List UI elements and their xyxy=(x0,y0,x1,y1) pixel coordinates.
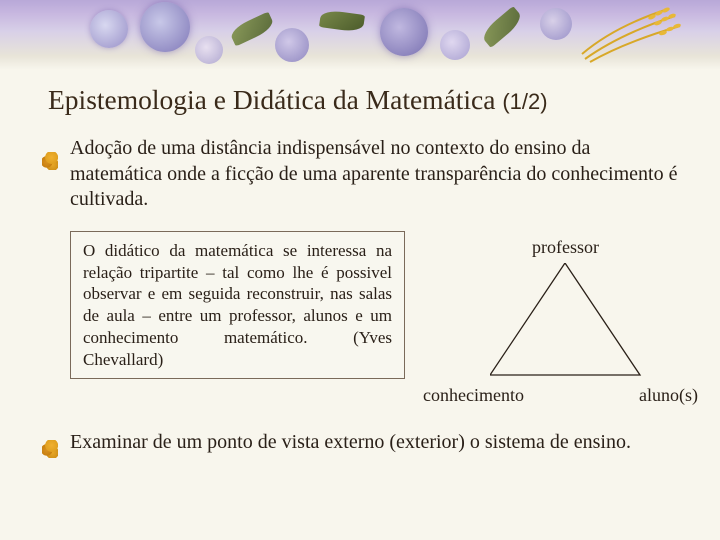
mid-row: O didático da matemática se interessa na… xyxy=(0,219,720,414)
tripartite-diagram: professor conhecimento aluno(s) xyxy=(441,231,690,406)
flower-icon xyxy=(380,8,428,56)
diagram-node-top: professor xyxy=(441,237,690,258)
triangle-shape xyxy=(490,263,640,375)
flower-icon xyxy=(90,10,128,48)
bullet-2: Examinar de um ponto de vista externo (e… xyxy=(0,414,720,462)
wheat-icon xyxy=(580,4,690,64)
leaf-icon xyxy=(319,9,365,33)
title-text: Epistemologia e Didática da Matemática xyxy=(48,84,495,115)
quote-text: O didático da matemática se interessa na… xyxy=(83,241,392,369)
flower-icon xyxy=(540,8,572,40)
flower-icon xyxy=(275,28,309,62)
triangle-icon xyxy=(490,263,642,377)
title-pager: (1/2) xyxy=(502,89,547,114)
leaf-icon xyxy=(479,6,524,48)
decorative-banner xyxy=(0,0,720,70)
leaf-icon xyxy=(228,12,275,47)
bullet-1-text: Adoção de uma distância indispensável no… xyxy=(70,137,677,210)
flower-icon xyxy=(195,36,223,64)
flower-icon xyxy=(140,2,190,52)
slide-title: Epistemologia e Didática da Matemática (… xyxy=(0,70,720,126)
flower-icon xyxy=(440,30,470,60)
diagram-node-bottom-right: aluno(s) xyxy=(639,385,698,406)
diagram-node-bottom-left: conhecimento xyxy=(423,385,524,406)
bullet-1: Adoção de uma distância indispensável no… xyxy=(0,126,720,219)
bullet-2-text: Examinar de um ponto de vista externo (e… xyxy=(70,431,631,453)
quote-box: O didático da matemática se interessa na… xyxy=(70,231,405,380)
